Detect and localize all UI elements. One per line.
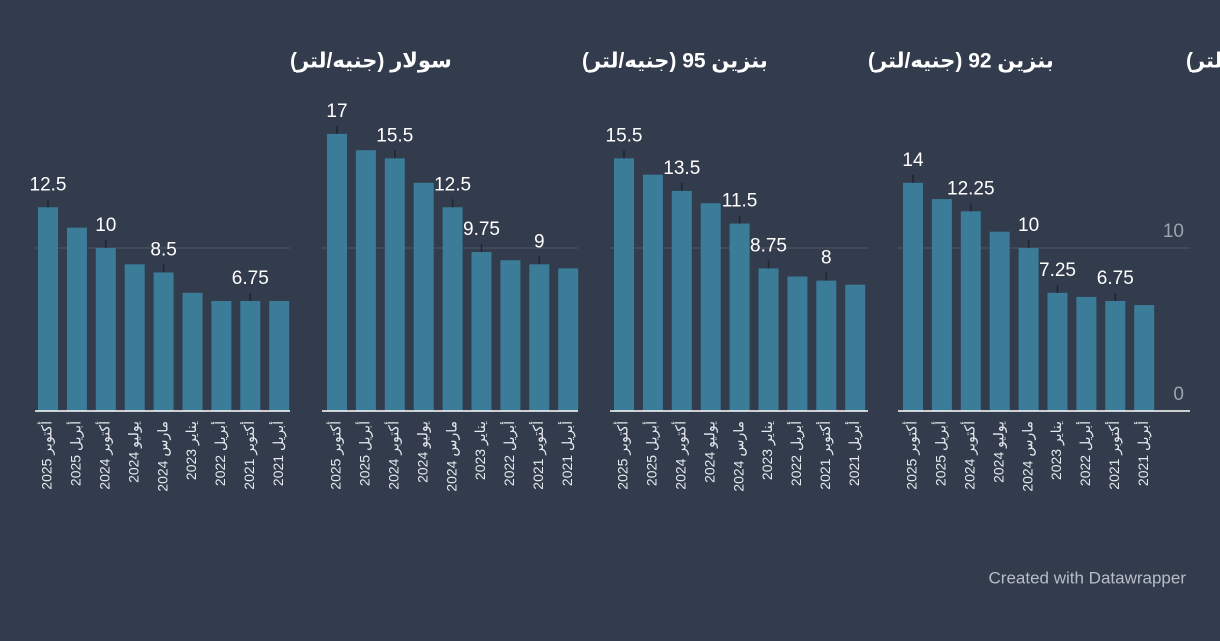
bar [442,207,463,411]
bar [269,300,290,411]
x-tick-label: أبريل 2022 [211,421,229,486]
value-label: 17 [326,101,347,122]
bar [182,292,203,411]
x-tick-label: مارس 2024 [154,421,171,492]
y-tick-label: 0 [1173,384,1184,405]
bar [153,272,174,411]
bar [413,182,434,411]
bar [355,150,376,411]
bar [1105,300,1126,411]
x-tick-label: أكتوبر 2024 [96,421,114,490]
x-tick-label: أبريل 2021 [1134,421,1152,486]
bar [903,182,923,411]
value-label: 7.25 [1039,260,1076,281]
x-tick-label: مارس 2024 [443,421,460,492]
panel-title: بنزين 92 (جنيه/لتر) [868,50,1054,73]
bar [931,199,952,411]
x-tick-label: يناير 2023 [759,421,776,480]
x-tick-label: يوليو 2024 [990,421,1007,483]
bar [38,207,58,411]
bar [1018,248,1039,411]
value-label: 9.75 [463,219,500,240]
value-label: 11.5 [722,191,758,212]
x-tick-label: أبريل 2021 [558,421,576,486]
x-tick-label: أبريل 2021 [845,421,863,486]
value-label: 8.75 [750,235,787,256]
bar [211,300,232,411]
x-tick-label: يناير 2023 [1048,421,1065,480]
value-label: 6.75 [232,268,269,289]
x-tick-label: أكتوبر 2021 [529,421,547,490]
x-tick-label: يناير 2023 [183,421,200,480]
x-tick-label: أكتوبر 2021 [816,421,834,490]
x-tick-label: أبريل 2021 [269,421,287,486]
bar [500,260,521,411]
value-label: 6.75 [1097,268,1134,289]
x-tick-label: أكتوبر 2024 [961,421,979,490]
y-tick-label: 10 [1163,221,1184,242]
bar [700,203,721,411]
x-tick-label: أبريل 2025 [67,421,85,486]
x-tick-label: أكتوبر 2025 [903,421,921,490]
bar [642,174,663,411]
value-label: 12.25 [947,178,995,199]
bar [729,223,750,411]
x-tick-label: أبريل 2025 [356,421,374,486]
x-tick-label: أكتوبر 2021 [1105,421,1123,490]
x-tick-label: أكتوبر 2025 [614,421,632,490]
value-label: 10 [1018,215,1039,236]
bar [95,248,116,411]
x-tick-label: أبريل 2022 [787,421,805,486]
bar [558,268,579,411]
value-label: 8.5 [150,239,176,260]
value-label: 13.5 [663,158,700,179]
x-tick-label: مارس 2024 [1019,421,1036,492]
x-tick-label: أكتوبر 2025 [327,421,345,490]
bar [240,300,261,411]
value-label: 14 [902,150,924,171]
panel-title: بنزين 95 (جنيه/لتر) [582,50,768,73]
panel-title: بنزين 80 (جنيه/لتر) [1186,50,1220,73]
x-tick-label: أبريل 2022 [500,421,518,486]
footer: Created with Datawrapper [989,568,1187,587]
bar [66,227,87,411]
bar [989,231,1010,411]
x-tick-label: أكتوبر 2024 [385,421,403,490]
value-label: 9 [534,231,545,252]
bar [471,252,492,411]
bar [1076,296,1097,411]
x-tick-label: يوليو 2024 [701,421,718,483]
bar [124,264,145,411]
bar [384,158,405,411]
x-tick-label: يناير 2023 [472,421,489,480]
value-label: 8 [821,248,832,269]
value-label: 15.5 [376,125,413,146]
bar [816,280,837,411]
x-tick-label: أكتوبر 2025 [38,421,56,490]
x-tick-label: يوليو 2024 [414,421,431,483]
bar [614,158,634,411]
value-label: 12.5 [30,174,67,195]
bar [671,190,692,411]
bar [845,284,866,411]
bar [758,268,779,411]
x-tick-label: مارس 2024 [730,421,747,492]
value-label: 12.5 [434,174,471,195]
bar [1134,305,1155,411]
bar [787,276,808,411]
x-tick-label: يوليو 2024 [125,421,142,483]
x-tick-label: أبريل 2025 [932,421,950,486]
x-tick-label: أبريل 2025 [643,421,661,486]
value-label: 15.5 [606,125,643,146]
bar [327,133,347,411]
value-label: 10 [95,215,116,236]
bar [529,264,550,411]
bar [960,211,981,411]
x-tick-label: أبريل 2022 [1076,421,1094,486]
x-tick-label: أكتوبر 2024 [672,421,690,490]
x-tick-label: أكتوبر 2021 [240,421,258,490]
bar [1047,292,1068,411]
panel-title: سولار (جنيه/لتر) [290,50,452,73]
